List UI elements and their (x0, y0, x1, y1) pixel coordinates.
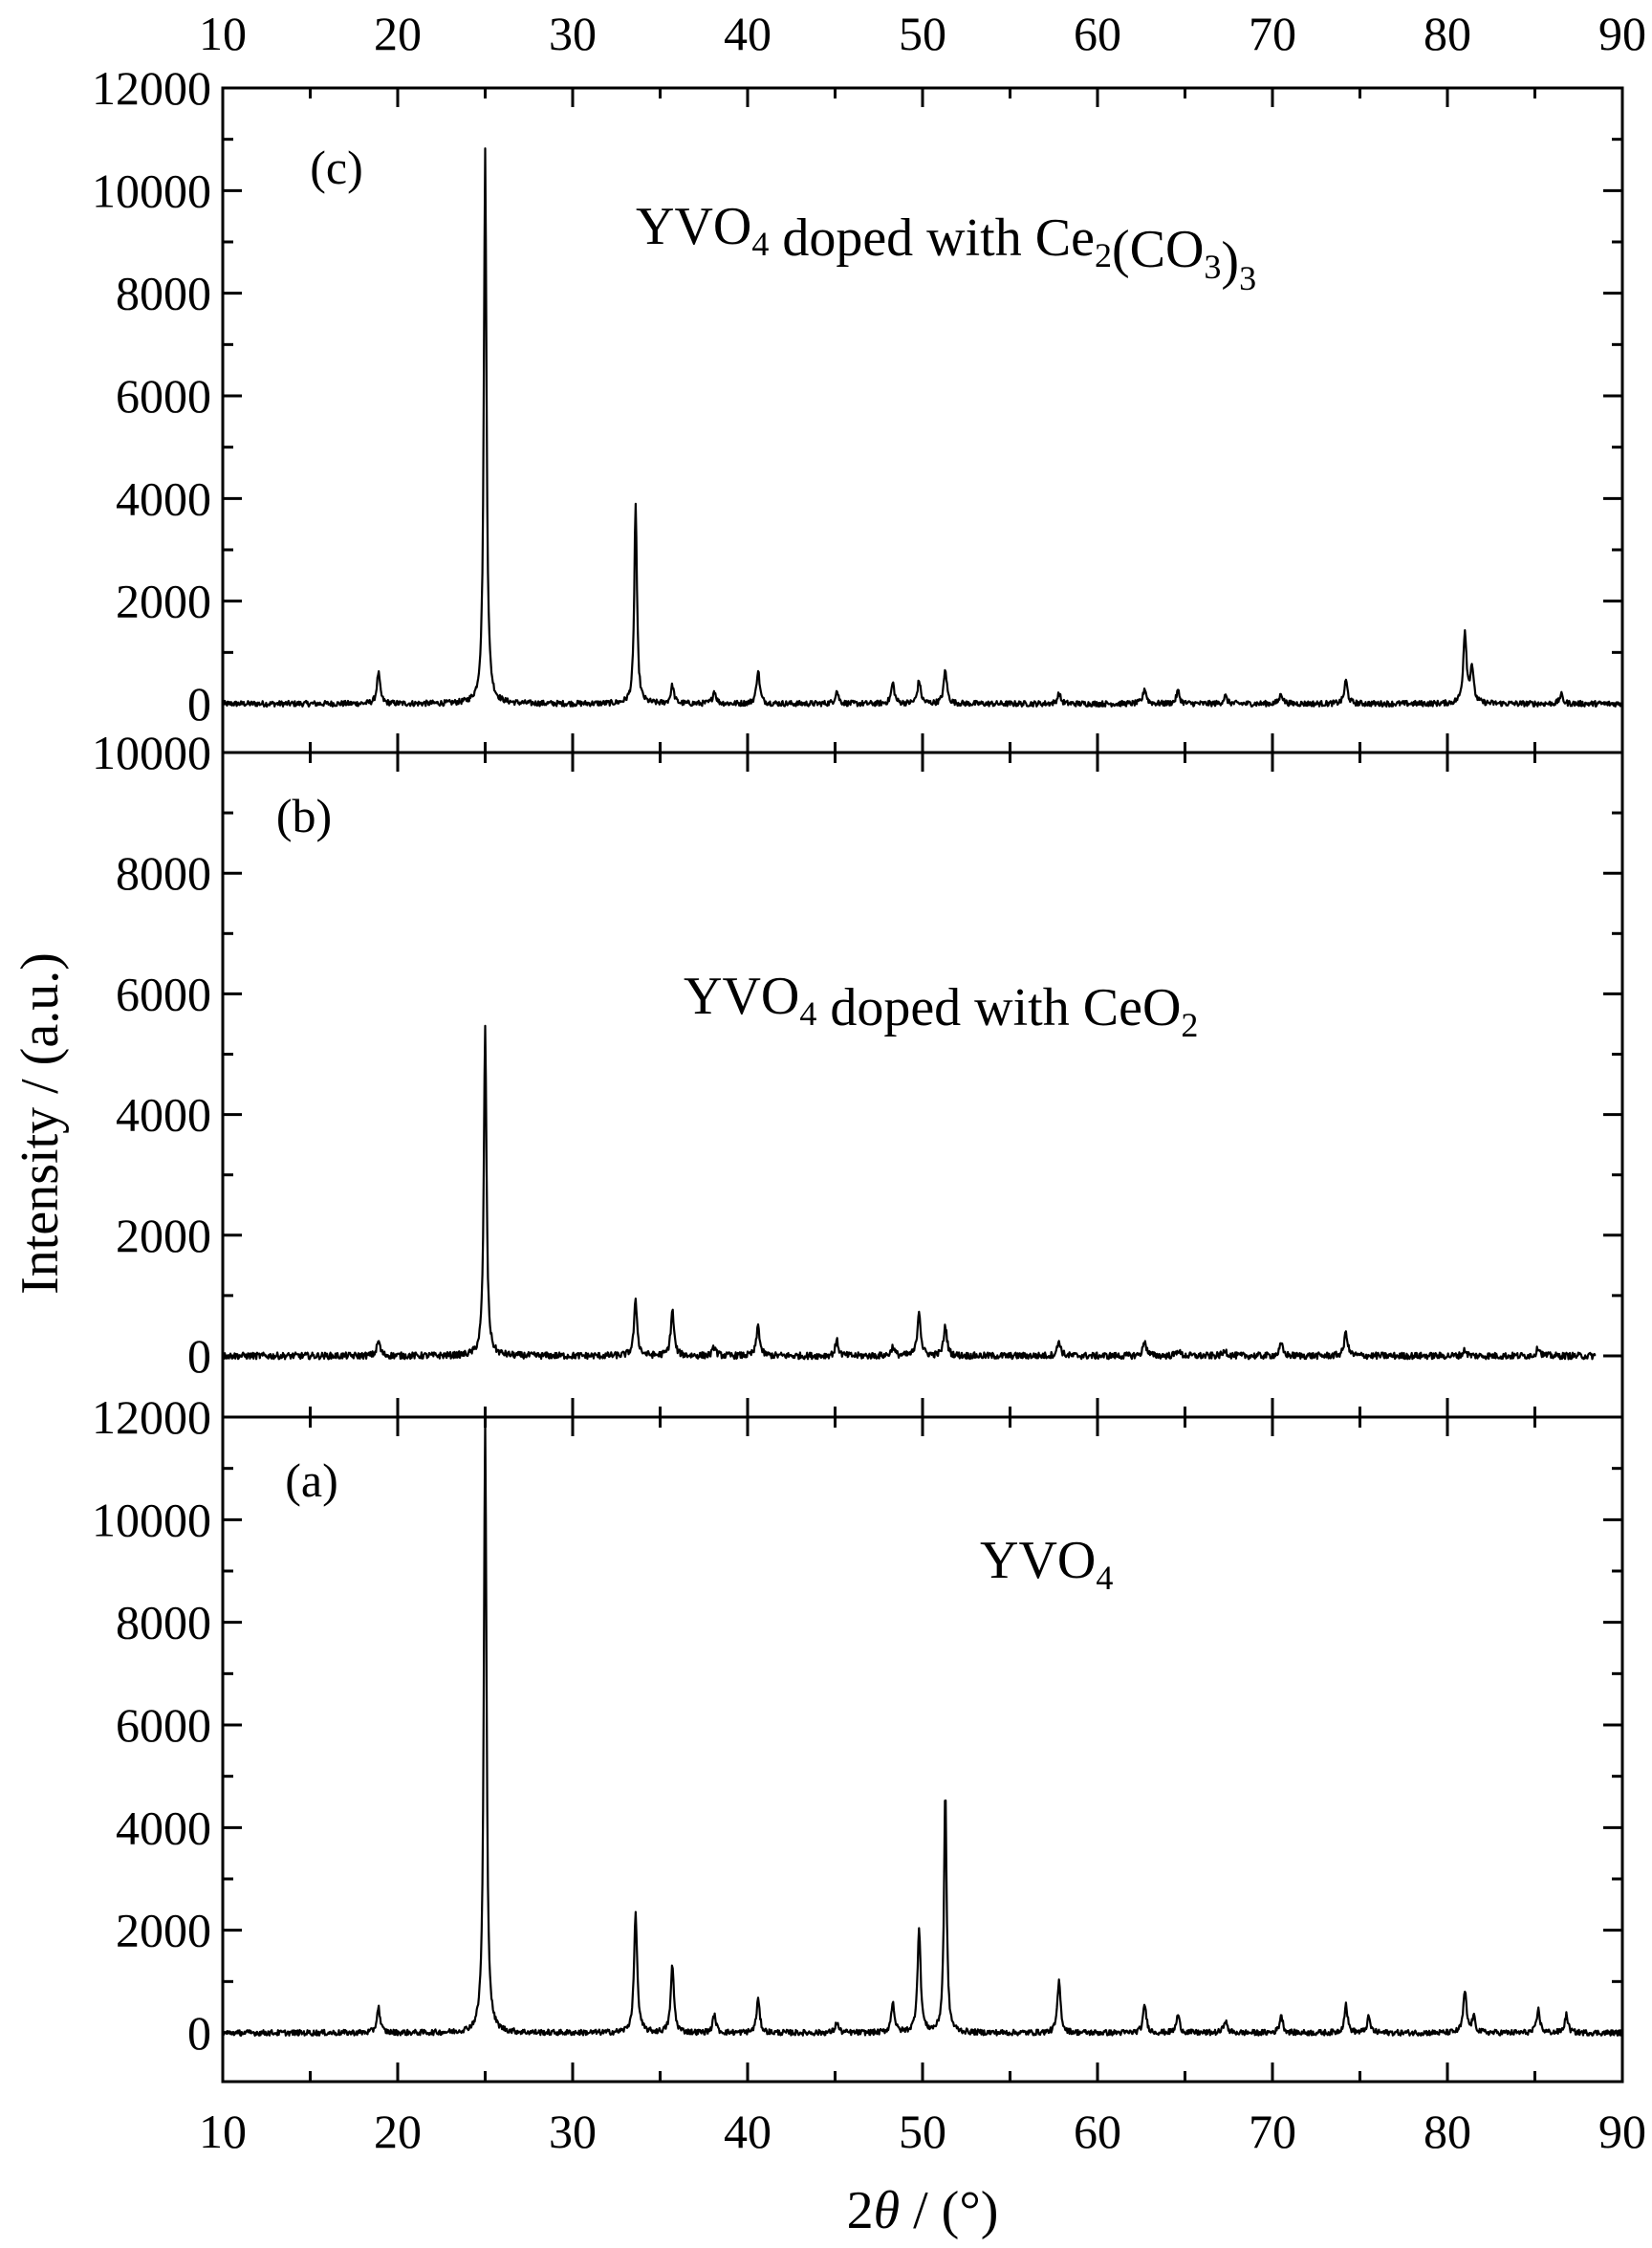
xrd-trace-b (222, 1024, 1597, 1361)
series-label-a: YVO4 (980, 1531, 1113, 1597)
y-tick-label: 8000 (116, 846, 211, 900)
series-label-b: YVO4 doped with CeO2 (684, 967, 1198, 1044)
bottom-x-axis: 10 20 30 40 50 60 70 80 90 (199, 2105, 1646, 2158)
x-tick-label-top: 50 (899, 7, 946, 60)
panel-frame (221, 86, 1624, 754)
x-axis-title: 2θ / (°) (847, 2181, 999, 2240)
y-tick-label: 10000 (92, 1493, 211, 1546)
x-tick-label-top: 80 (1424, 7, 1471, 60)
x-tick-label-top: 10 (199, 7, 247, 60)
series-label-c: YVO4 doped with Ce2(CO3)3 (636, 197, 1256, 297)
panel-tag-b: (b) (276, 789, 332, 842)
x-tick-label-top: 60 (1074, 7, 1121, 60)
panel-tag-c: (c) (310, 141, 363, 194)
x-tick-label-top: 40 (724, 7, 772, 60)
x-tick-label: 30 (549, 2105, 597, 2158)
y-tick-label: 2000 (116, 1904, 211, 1957)
y-tick-label: 4000 (116, 1088, 211, 1142)
panel-c: 0 2000 4000 6000 8000 10000 12000 (c) YVO4 doped… (92, 61, 1624, 754)
y-tick-label: 10000 (92, 726, 211, 779)
x-tick-label: 80 (1424, 2105, 1471, 2158)
y-tick-label: 4000 (116, 1801, 211, 1854)
y-tick-label: 12000 (92, 1390, 211, 1444)
y-tick-label: 0 (187, 1329, 211, 1383)
y-tick-label: 6000 (116, 1698, 211, 1752)
panel-a: 0 2000 4000 6000 8000 10000 12000 (a) YVO4 (92, 1390, 1624, 2084)
y-tick-label: 2000 (116, 1209, 211, 1262)
y-tick-label: 0 (187, 677, 211, 731)
x-tick-label: 10 (199, 2105, 247, 2158)
y-tick-label: 2000 (116, 575, 211, 628)
x-tick-label-top: 90 (1598, 7, 1646, 60)
x-tick-label: 90 (1598, 2105, 1646, 2158)
y-axis-title: Intensity / (a.u.) (11, 952, 70, 1295)
x-tick-label-top: 20 (374, 7, 422, 60)
panel-tag-a: (a) (285, 1453, 338, 1507)
panel-b: 0 2000 4000 6000 8000 10000 (b) YVO4 doped with… (92, 726, 1624, 1419)
x-tick-label: 60 (1074, 2105, 1121, 2158)
panel-frame (221, 751, 1624, 1419)
y-tick-label: 10000 (92, 164, 211, 217)
xrd-trace-a (221, 1416, 1624, 2037)
x-tick-label: 20 (374, 2105, 422, 2158)
x-tick-label: 40 (724, 2105, 772, 2158)
x-tick-label-top: 30 (549, 7, 597, 60)
y-tick-label: 0 (187, 2006, 211, 2060)
x-tick-label: 50 (899, 2105, 946, 2158)
y-tick-label: 8000 (116, 1596, 211, 1649)
y-tick-label: 4000 (116, 471, 211, 525)
x-tick-label: 70 (1249, 2105, 1296, 2158)
xrd-trace-c (221, 147, 1624, 709)
top-x-axis: 10 20 30 40 50 60 70 80 90 (199, 7, 1646, 60)
y-tick-label: 8000 (116, 267, 211, 320)
panel-frame (221, 1415, 1624, 2084)
y-tick-label: 6000 (116, 967, 211, 1020)
y-tick-label: 6000 (116, 369, 211, 423)
x-tick-label-top: 70 (1249, 7, 1296, 60)
y-tick-label: 12000 (92, 61, 211, 115)
